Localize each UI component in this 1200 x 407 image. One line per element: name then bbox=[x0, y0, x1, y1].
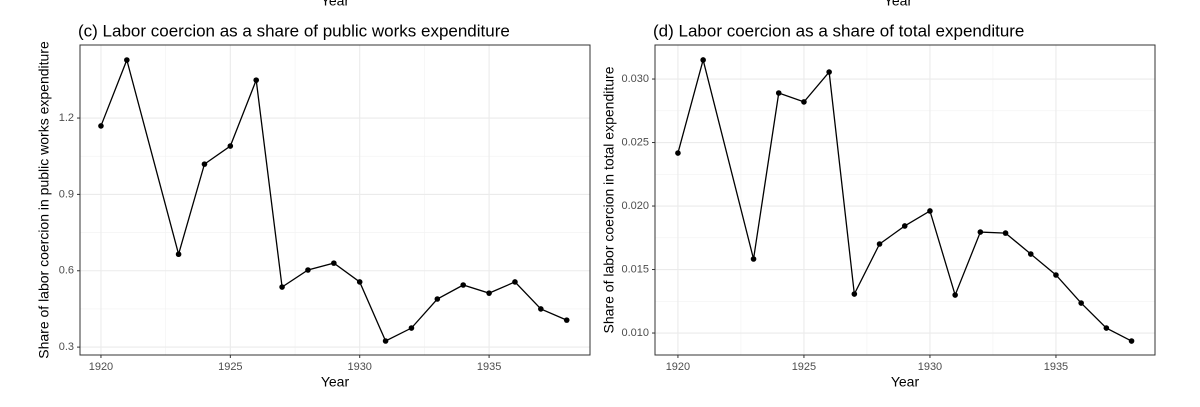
x-tick-label: 1920 bbox=[89, 361, 113, 373]
x-axis-label: Year bbox=[891, 374, 920, 390]
data-point bbox=[977, 229, 984, 235]
y-tick-label: 0.010 bbox=[621, 327, 649, 339]
data-point bbox=[124, 57, 130, 63]
data-point bbox=[356, 279, 363, 285]
data-point bbox=[434, 296, 441, 302]
data-point bbox=[486, 290, 492, 296]
panel-background bbox=[80, 45, 590, 355]
x-tick-label: 1930 bbox=[347, 361, 371, 373]
y-tick-label: 0.6 bbox=[59, 265, 74, 277]
data-point bbox=[1002, 230, 1009, 236]
y-axis-label: Share of labor coercion in total expendi… bbox=[601, 66, 617, 333]
y-tick-label: 0.025 bbox=[621, 136, 649, 148]
data-point bbox=[563, 317, 570, 323]
series-line bbox=[677, 57, 1132, 342]
panel-border bbox=[79, 44, 591, 356]
data-point bbox=[279, 284, 285, 290]
x-tick-label: 1920 bbox=[666, 361, 690, 373]
x-tick-label: 1925 bbox=[792, 361, 816, 373]
data-point bbox=[1027, 251, 1034, 257]
data-point bbox=[901, 223, 908, 229]
y-tick-label: 0.3 bbox=[59, 341, 74, 353]
y-tick-label: 0.020 bbox=[621, 200, 649, 212]
data-point bbox=[826, 69, 832, 75]
data-point bbox=[952, 292, 958, 298]
panel-background bbox=[655, 45, 1155, 355]
panel-border bbox=[654, 44, 1156, 356]
data-point bbox=[1078, 300, 1084, 306]
series-line bbox=[100, 57, 567, 342]
x-tick-label: 1930 bbox=[918, 361, 942, 373]
data-point bbox=[1103, 325, 1110, 331]
data-point bbox=[175, 251, 182, 258]
cropped-x-label: Year bbox=[884, 0, 913, 9]
y-axis-label: Share of labor coercion in public works … bbox=[36, 41, 52, 359]
data-point bbox=[538, 306, 544, 312]
data-point bbox=[750, 256, 757, 262]
chart-title: (d) Labor coercion as a share of total e… bbox=[653, 21, 1024, 40]
cropped-x-label: Year bbox=[321, 0, 350, 9]
chart-title: (c) Labor coercion as a share of public … bbox=[78, 21, 510, 40]
x-axis-label: Year bbox=[321, 374, 350, 390]
data-point bbox=[700, 57, 706, 63]
y-tick-label: 0.9 bbox=[59, 188, 74, 200]
y-tick-label: 0.015 bbox=[621, 263, 649, 275]
y-tick-label: 0.030 bbox=[621, 73, 649, 85]
data-point bbox=[253, 77, 260, 83]
data-point bbox=[331, 260, 337, 266]
data-point bbox=[1053, 272, 1059, 278]
x-tick-label: 1925 bbox=[218, 361, 242, 373]
data-point bbox=[801, 99, 807, 105]
data-point bbox=[512, 279, 518, 285]
y-tick-label: 1.2 bbox=[59, 112, 74, 124]
data-point bbox=[98, 123, 104, 129]
data-point bbox=[675, 150, 681, 156]
data-point bbox=[876, 241, 883, 247]
data-point bbox=[227, 143, 234, 149]
data-point bbox=[927, 208, 933, 214]
data-point bbox=[775, 90, 782, 96]
data-point bbox=[460, 282, 467, 288]
x-tick-label: 1935 bbox=[1044, 361, 1068, 373]
data-point bbox=[305, 267, 311, 273]
data-point bbox=[408, 325, 415, 331]
data-point bbox=[851, 291, 858, 297]
x-tick-label: 1935 bbox=[477, 361, 501, 373]
data-point bbox=[382, 338, 389, 344]
data-point bbox=[1128, 338, 1135, 344]
data-point bbox=[201, 161, 208, 167]
